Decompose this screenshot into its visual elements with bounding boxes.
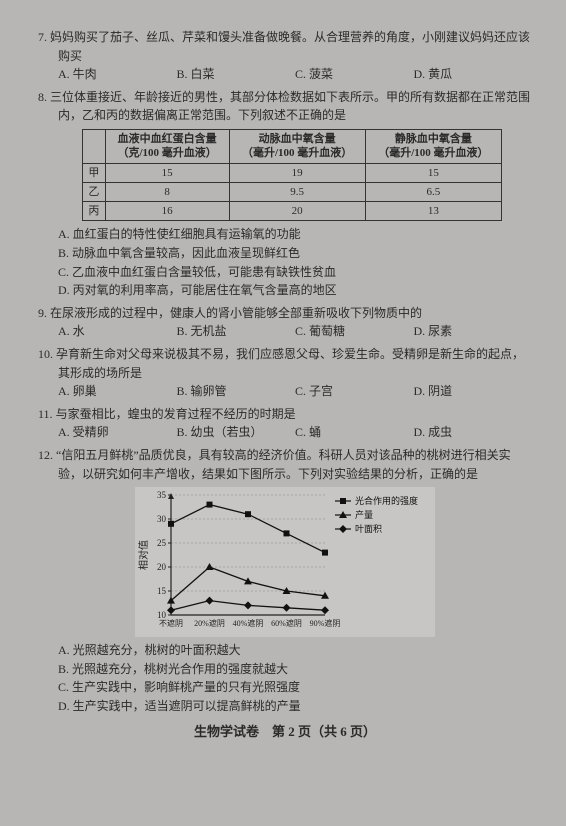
q7-opt-d[interactable]: D. 黄瓜 <box>414 65 533 84</box>
chart-svg: 101520253035不遮阴20%遮阴40%遮阴60%遮阴90%遮阴相对值光合… <box>135 487 435 637</box>
question-7: 7. 妈妈购买了茄子、丝瓜、芹菜和馒头准备做晚餐。从合理营养的角度，小刚建议妈妈… <box>38 28 532 84</box>
q12-opt-b[interactable]: B. 光照越充分，桃树光合作用的强度就越大 <box>38 660 532 679</box>
cell: 19 <box>229 163 365 182</box>
q11-opt-c[interactable]: C. 蛹 <box>295 423 414 442</box>
question-9: 9. 在尿液形成的过程中，健康人的肾小管能够全部重新吸收下列物质中的 A. 水 … <box>38 304 532 341</box>
cell: 乙 <box>83 182 106 201</box>
q7-opt-c[interactable]: C. 菠菜 <box>295 65 414 84</box>
q12-opt-a[interactable]: A. 光照越充分，桃树的叶面积越大 <box>38 641 532 660</box>
th-vein: 静脉血中氧含量 （毫升/100 毫升血液） <box>365 129 501 163</box>
q12-stem: 12. “信阳五月鲜桃”品质优良，具有较高的经济价值。科研人员对该品种的桃树进行… <box>38 446 532 483</box>
table-row: 丙162013 <box>83 202 502 221</box>
th-artery: 动脉血中氧含量 （毫升/100 毫升血液） <box>229 129 365 163</box>
q8-opt-a[interactable]: A. 血红蛋白的特性使红细胞具有运输氧的功能 <box>38 225 532 244</box>
q12-text: “信阳五月鲜桃”品质优良，具有较高的经济价值。科研人员对该品种的桃树进行相关实验… <box>56 448 511 481</box>
q9-opt-a[interactable]: A. 水 <box>58 322 177 341</box>
cell: 15 <box>105 163 229 182</box>
cell: 13 <box>365 202 501 221</box>
cell: 6.5 <box>365 182 501 201</box>
table-header-row: 血液中血红蛋白含量 （克/100 毫升血液） 动脉血中氧含量 （毫升/100 毫… <box>83 129 502 163</box>
q10-num: 10. <box>38 347 53 361</box>
q10-text: 孕育新生命对父母来说极其不易，我们应感恩父母、珍爱生命。受精卵是新生命的起点，其… <box>56 347 524 380</box>
svg-text:60%遮阴: 60%遮阴 <box>271 618 302 628</box>
cell: 16 <box>105 202 229 221</box>
q11-opt-d[interactable]: D. 成虫 <box>414 423 533 442</box>
q10-opt-c[interactable]: C. 子宫 <box>295 382 414 401</box>
q7-opt-b[interactable]: B. 白菜 <box>177 65 296 84</box>
svg-text:25: 25 <box>157 538 167 548</box>
q7-num: 7. <box>38 30 47 44</box>
q7-text: 妈妈购买了茄子、丝瓜、芹菜和馒头准备做晚餐。从合理营养的角度，小刚建议妈妈还应该… <box>50 30 530 63</box>
q9-opt-c[interactable]: C. 葡萄糖 <box>295 322 414 341</box>
q9-opt-d[interactable]: D. 尿素 <box>414 322 533 341</box>
cell: 甲 <box>83 163 106 182</box>
q11-text: 与家蚕相比，蝗虫的发育过程不经历的时期是 <box>56 407 296 421</box>
svg-text:20: 20 <box>157 562 167 572</box>
question-11: 11. 与家蚕相比，蝗虫的发育过程不经历的时期是 A. 受精卵 B. 幼虫（若虫… <box>38 405 532 442</box>
q9-options: A. 水 B. 无机盐 C. 葡萄糖 D. 尿素 <box>38 322 532 341</box>
q11-options: A. 受精卵 B. 幼虫（若虫） C. 蛹 D. 成虫 <box>38 423 532 442</box>
q7-options: A. 牛肉 B. 白菜 C. 菠菜 D. 黄瓜 <box>38 65 532 84</box>
q12-chart: 101520253035不遮阴20%遮阴40%遮阴60%遮阴90%遮阴相对值光合… <box>135 487 435 637</box>
svg-text:产量: 产量 <box>355 509 373 520</box>
q7-stem: 7. 妈妈购买了茄子、丝瓜、芹菜和馒头准备做晚餐。从合理营养的角度，小刚建议妈妈… <box>38 28 532 65</box>
q9-text: 在尿液形成的过程中，健康人的肾小管能够全部重新吸收下列物质中的 <box>50 306 422 320</box>
q9-num: 9. <box>38 306 47 320</box>
q8-opt-d[interactable]: D. 丙对氧的利用率高，可能居住在氧气含量高的地区 <box>38 281 532 300</box>
cell: 丙 <box>83 202 106 221</box>
q9-opt-b[interactable]: B. 无机盐 <box>177 322 296 341</box>
svg-text:40%遮阴: 40%遮阴 <box>233 618 264 628</box>
cell: 20 <box>229 202 365 221</box>
q8-opt-b[interactable]: B. 动脉血中氧含量较高，因此血液呈现鲜红色 <box>38 244 532 263</box>
page-footer: 生物学试卷 第 2 页（共 6 页） <box>38 722 532 742</box>
cell: 9.5 <box>229 182 365 201</box>
svg-text:相对值: 相对值 <box>137 540 150 570</box>
cell: 8 <box>105 182 229 201</box>
q8-table: 血液中血红蛋白含量 （克/100 毫升血液） 动脉血中氧含量 （毫升/100 毫… <box>82 129 502 221</box>
q10-opt-d[interactable]: D. 阴道 <box>414 382 533 401</box>
q12-opt-d[interactable]: D. 生产实践中，适当遮阴可以提高鲜桃的产量 <box>38 697 532 716</box>
q8-num: 8. <box>38 90 47 104</box>
table-row: 乙89.56.5 <box>83 182 502 201</box>
th-hb: 血液中血红蛋白含量 （克/100 毫升血液） <box>105 129 229 163</box>
q11-num: 11. <box>38 407 53 421</box>
cell: 15 <box>365 163 501 182</box>
q10-options: A. 卵巢 B. 输卵管 C. 子宫 D. 阴道 <box>38 382 532 401</box>
q10-opt-b[interactable]: B. 输卵管 <box>177 382 296 401</box>
th-blank <box>83 129 106 163</box>
svg-text:光合作用的强度: 光合作用的强度 <box>355 495 418 506</box>
q11-opt-a[interactable]: A. 受精卵 <box>58 423 177 442</box>
svg-text:15: 15 <box>157 586 167 596</box>
svg-text:30: 30 <box>157 514 167 524</box>
q12-opt-c[interactable]: C. 生产实践中，影响鲜桃产量的只有光照强度 <box>38 678 532 697</box>
q12-num: 12. <box>38 448 53 462</box>
q8-text: 三位体重接近、年龄接近的男性，其部分体检数据如下表所示。甲的所有数据都在正常范围… <box>50 90 530 123</box>
svg-text:90%遮阴: 90%遮阴 <box>310 618 341 628</box>
q10-stem: 10. 孕育新生命对父母来说极其不易，我们应感恩父母、珍爱生命。受精卵是新生命的… <box>38 345 532 382</box>
q11-stem: 11. 与家蚕相比，蝗虫的发育过程不经历的时期是 <box>38 405 532 424</box>
q8-opt-c[interactable]: C. 乙血液中血红蛋白含量较低，可能患有缺铁性贫血 <box>38 263 532 282</box>
svg-text:20%遮阴: 20%遮阴 <box>194 618 225 628</box>
question-10: 10. 孕育新生命对父母来说极其不易，我们应感恩父母、珍爱生命。受精卵是新生命的… <box>38 345 532 401</box>
q11-opt-b[interactable]: B. 幼虫（若虫） <box>177 423 296 442</box>
svg-text:不遮阴: 不遮阴 <box>159 618 183 628</box>
q10-opt-a[interactable]: A. 卵巢 <box>58 382 177 401</box>
q9-stem: 9. 在尿液形成的过程中，健康人的肾小管能够全部重新吸收下列物质中的 <box>38 304 532 323</box>
q8-stem: 8. 三位体重接近、年龄接近的男性，其部分体检数据如下表所示。甲的所有数据都在正… <box>38 88 532 125</box>
question-8: 8. 三位体重接近、年龄接近的男性，其部分体检数据如下表所示。甲的所有数据都在正… <box>38 88 532 300</box>
svg-text:35: 35 <box>157 490 167 500</box>
svg-text:叶面积: 叶面积 <box>355 523 382 534</box>
question-12: 12. “信阳五月鲜桃”品质优良，具有较高的经济价值。科研人员对该品种的桃树进行… <box>38 446 532 716</box>
table-row: 甲151915 <box>83 163 502 182</box>
q7-opt-a[interactable]: A. 牛肉 <box>58 65 177 84</box>
